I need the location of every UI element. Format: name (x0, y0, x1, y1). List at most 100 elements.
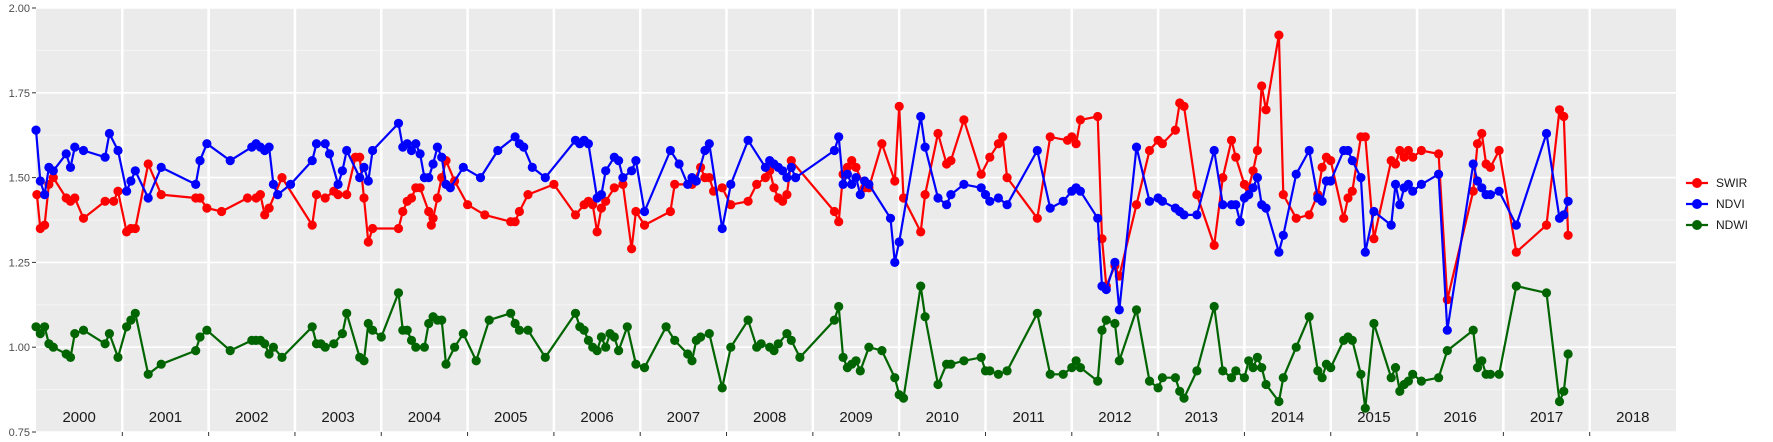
data-point (1261, 379, 1271, 390)
data-point (1144, 376, 1155, 386)
year-label: 2001 (149, 409, 182, 426)
data-point (743, 196, 753, 206)
data-point (143, 193, 153, 203)
data-point (333, 179, 343, 189)
data-point (769, 183, 779, 193)
data-point (463, 200, 473, 210)
data-point (359, 356, 369, 366)
data-point (40, 190, 50, 200)
data-point (920, 312, 930, 322)
data-point (104, 329, 114, 339)
data-point (48, 342, 58, 352)
data-point (627, 244, 637, 254)
year-label: 2012 (1098, 409, 1131, 426)
data-point (1360, 247, 1370, 257)
data-point (1313, 366, 1323, 376)
data-point (191, 179, 201, 189)
data-point (1390, 159, 1401, 169)
data-point (1369, 234, 1379, 244)
data-point (40, 220, 50, 230)
data-point (946, 359, 956, 369)
data-point (359, 193, 369, 203)
data-point (993, 369, 1004, 379)
data-point (691, 176, 701, 186)
data-point (665, 206, 676, 217)
data-point (1442, 346, 1452, 356)
data-point (847, 179, 857, 189)
data-point (1218, 366, 1228, 376)
data-point (639, 206, 650, 217)
year-label: 2005 (494, 409, 527, 426)
data-point (523, 190, 533, 200)
data-point (1317, 196, 1327, 206)
data-point (1434, 169, 1444, 179)
data-point (592, 227, 602, 237)
data-point (1347, 186, 1357, 196)
data-point (631, 359, 641, 369)
data-point (342, 145, 352, 156)
data-point (195, 156, 205, 166)
data-point (1002, 200, 1012, 210)
data-point (100, 339, 110, 349)
data-point (609, 183, 619, 193)
data-point (885, 213, 896, 223)
data-point (1485, 190, 1495, 200)
data-point (329, 339, 339, 349)
data-point (1257, 363, 1267, 373)
data-point (1248, 363, 1258, 373)
data-point (601, 342, 611, 352)
data-point (1304, 145, 1314, 156)
year-label: 2011 (1012, 409, 1044, 426)
data-point (264, 349, 274, 359)
data-point (268, 342, 278, 352)
data-point (445, 183, 455, 193)
data-point (786, 162, 796, 172)
data-point (519, 142, 529, 152)
data-point (1304, 210, 1314, 220)
data-point (1252, 173, 1262, 183)
data-point (1093, 111, 1103, 122)
data-point (1494, 186, 1504, 196)
data-point (890, 373, 900, 383)
data-point (717, 223, 727, 234)
year-label: 2016 (1444, 409, 1477, 426)
data-point (1175, 386, 1185, 396)
data-point (661, 322, 671, 332)
data-point (428, 213, 438, 223)
data-point (1231, 200, 1241, 210)
data-point (1093, 376, 1103, 386)
data-point (437, 315, 447, 325)
data-point (946, 156, 956, 166)
data-point (113, 186, 123, 196)
data-point (1179, 210, 1189, 220)
data-point (1144, 145, 1155, 156)
data-point (704, 139, 714, 149)
data-point (1317, 162, 1327, 172)
data-point (683, 179, 693, 189)
data-point (1339, 213, 1349, 223)
data-point (704, 329, 714, 339)
data-point (225, 346, 235, 356)
data-point (1434, 373, 1444, 383)
data-point (1244, 190, 1254, 200)
data-point (760, 162, 771, 172)
data-point (1226, 373, 1237, 383)
data-point (1209, 240, 1219, 250)
data-point (1554, 105, 1565, 115)
data-point (1511, 220, 1521, 230)
data-point (130, 166, 140, 176)
data-point (614, 346, 624, 356)
data-point (1416, 145, 1426, 156)
data-point (363, 237, 373, 247)
data-point (342, 308, 352, 318)
data-point (1045, 203, 1055, 213)
data-point (877, 346, 887, 356)
data-point (1278, 190, 1288, 200)
data-point (523, 325, 533, 335)
data-point (717, 383, 727, 393)
data-point (540, 173, 550, 183)
data-point (130, 308, 140, 318)
data-point (510, 132, 520, 142)
data-point (726, 179, 736, 189)
data-point (834, 132, 844, 142)
